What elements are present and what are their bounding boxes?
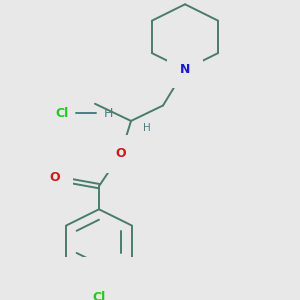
Text: Cl: Cl [56, 107, 69, 120]
Text: Cl: Cl [92, 291, 106, 300]
Text: N: N [180, 63, 190, 76]
Text: H: H [103, 107, 113, 120]
Text: O: O [116, 147, 126, 160]
Text: O: O [50, 171, 60, 184]
Text: H: H [143, 123, 151, 133]
